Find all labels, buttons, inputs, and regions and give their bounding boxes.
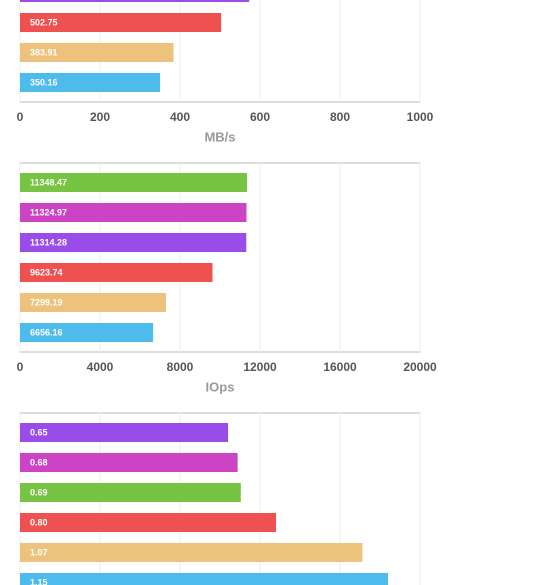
bar	[20, 293, 166, 312]
x-tick-label: 1000	[407, 110, 434, 124]
bar	[20, 73, 161, 92]
value-label: 6656.16	[30, 327, 63, 337]
bar	[20, 513, 276, 532]
x-axis-label: MB/s	[204, 129, 235, 144]
value-label: 1.15	[30, 577, 48, 585]
x-axis-label: IOps	[206, 379, 235, 394]
value-label: 7299.19	[30, 297, 63, 307]
x-tick-label: 0	[17, 360, 24, 374]
x-tick-label: 400	[170, 110, 190, 124]
value-label: 383.91	[30, 47, 58, 57]
value-label: 502.75	[30, 17, 58, 27]
bar	[20, 233, 247, 252]
x-tick-label: 20000	[403, 360, 437, 374]
value-label: 0.65	[30, 427, 48, 437]
bar	[20, 453, 238, 472]
bar	[20, 13, 222, 32]
x-tick-label: 16000	[323, 360, 357, 374]
value-label: 9623.74	[30, 267, 63, 277]
value-label: 0.68	[30, 457, 48, 467]
x-tick-label: 600	[250, 110, 270, 124]
x-tick-label: 200	[90, 110, 110, 124]
value-label: 11348.47	[30, 177, 67, 187]
x-tick-label: 12000	[243, 360, 277, 374]
bar	[20, 423, 228, 442]
bar	[20, 323, 154, 342]
value-label: 0.69	[30, 487, 48, 497]
x-tick-label: 4000	[87, 360, 114, 374]
value-label: 11314.28	[30, 237, 67, 247]
bar	[20, 263, 213, 282]
plot-area	[19, 162, 421, 353]
value-label: 0.80	[30, 517, 48, 527]
bar	[20, 203, 247, 222]
x-tick-label: 0	[17, 110, 24, 124]
value-label: 350.16	[30, 77, 58, 87]
value-label: 1.07	[30, 547, 48, 557]
x-tick-label: 800	[330, 110, 350, 124]
bar	[20, 573, 388, 585]
bar	[20, 0, 250, 2]
bar	[20, 543, 363, 562]
bar	[20, 483, 241, 502]
x-tick-label: 8000	[167, 360, 194, 374]
bar	[20, 43, 174, 62]
bar	[20, 173, 247, 192]
value-label: 11324.97	[30, 207, 67, 217]
